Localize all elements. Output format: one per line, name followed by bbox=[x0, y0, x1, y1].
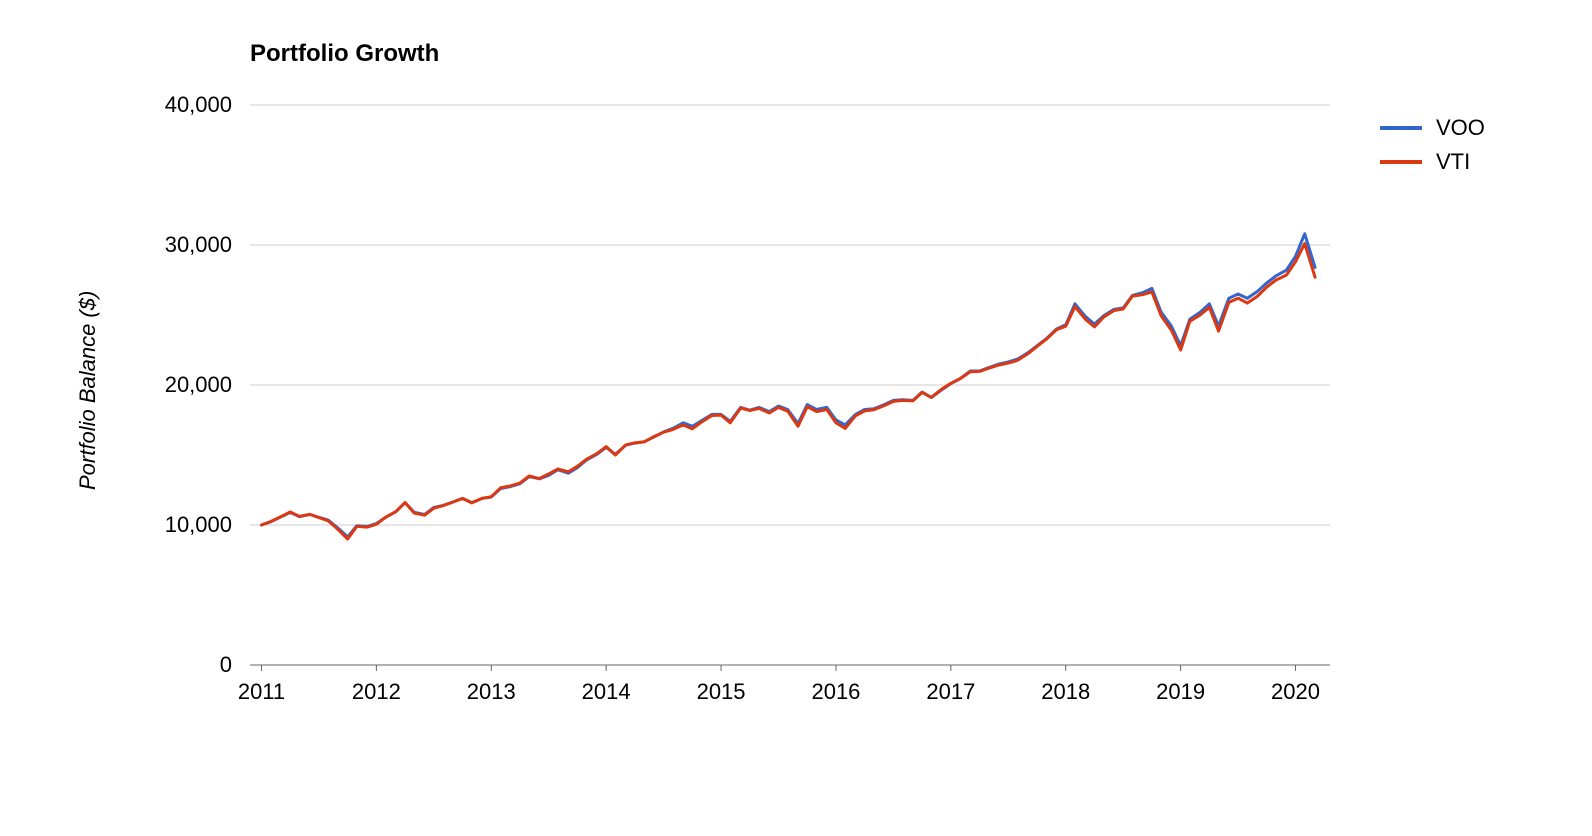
x-tick-label: 2014 bbox=[582, 679, 631, 705]
y-axis-label: Portfolio Balance ($) bbox=[75, 291, 101, 490]
y-tick-label: 40,000 bbox=[165, 92, 232, 118]
x-tick-label: 2012 bbox=[352, 679, 401, 705]
y-tick-label: 20,000 bbox=[165, 372, 232, 398]
y-tick-label: 10,000 bbox=[165, 512, 232, 538]
chart-plot-area bbox=[250, 105, 1330, 665]
x-tick-label: 2020 bbox=[1271, 679, 1320, 705]
legend-label: VOO bbox=[1436, 115, 1485, 141]
chart-title: Portfolio Growth bbox=[250, 40, 439, 68]
x-tick-label: 2018 bbox=[1041, 679, 1090, 705]
x-tick-label: 2015 bbox=[697, 679, 746, 705]
chart-svg bbox=[250, 105, 1330, 665]
x-tick-label: 2017 bbox=[926, 679, 975, 705]
legend-item-vti: VTI bbox=[1380, 149, 1485, 175]
legend-swatch bbox=[1380, 160, 1422, 164]
legend-item-voo: VOO bbox=[1380, 115, 1485, 141]
legend-label: VTI bbox=[1436, 149, 1470, 175]
chart-legend: VOO VTI bbox=[1380, 115, 1485, 183]
x-tick-label: 2016 bbox=[811, 679, 860, 705]
x-tick-label: 2019 bbox=[1156, 679, 1205, 705]
legend-swatch bbox=[1380, 126, 1422, 130]
x-tick-label: 2011 bbox=[238, 679, 285, 705]
y-tick-label: 30,000 bbox=[165, 232, 232, 258]
series-line-vti bbox=[261, 244, 1315, 539]
x-tick-label: 2013 bbox=[467, 679, 516, 705]
y-tick-label: 0 bbox=[220, 652, 232, 678]
